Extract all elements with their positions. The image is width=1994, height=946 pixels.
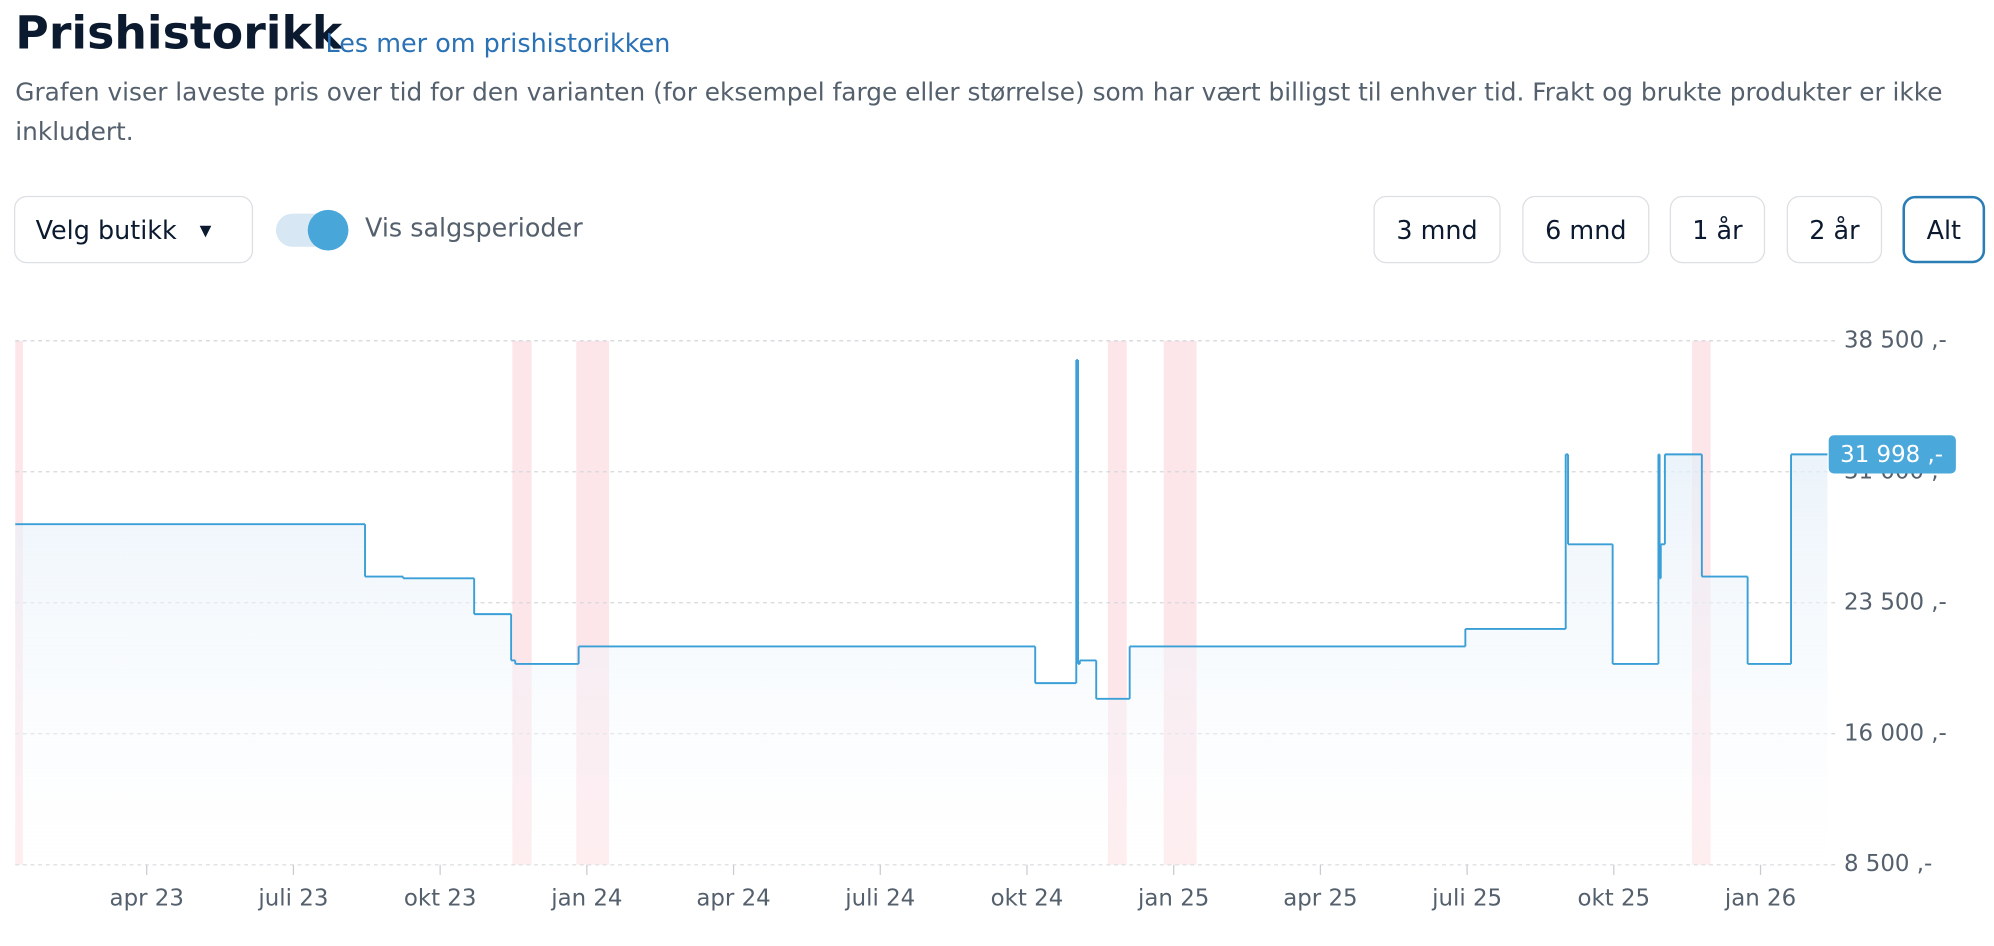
x-tick-label: jan 26	[1724, 886, 1796, 912]
range-button[interactable]: Alt	[1902, 195, 1986, 264]
range-button[interactable]: 3 mnd	[1373, 195, 1501, 264]
x-tick-label: juli 25	[1431, 886, 1502, 912]
toggle-label: Vis salgsperioder	[364, 212, 583, 243]
range-button[interactable]: 2 år	[1786, 195, 1883, 264]
caret: ▼	[199, 220, 212, 239]
description: Grafen viser laveste pris over tid for d…	[15, 77, 1943, 147]
y-tick-label: 16 000 ,-	[1844, 720, 1947, 746]
x-tick-label: juli 23	[257, 886, 328, 912]
price-badge	[1828, 435, 1956, 474]
x-tick-label: okt 25	[1578, 886, 1651, 912]
x-tick-label: juli 24	[844, 886, 915, 912]
store-select-label: Velg butikk	[35, 214, 177, 245]
price-label: 31 998 ,-	[1840, 442, 1943, 468]
y-tick-label: 38 500 ,-	[1844, 327, 1947, 353]
x-tick-label: okt 23	[404, 886, 477, 912]
x-tick-label: apr 23	[110, 886, 184, 912]
x-tick-label: jan 24	[550, 886, 622, 912]
range-button[interactable]: 6 mnd	[1522, 195, 1650, 264]
title: Prishistorikk	[15, 7, 343, 60]
range-button[interactable]: 1 år	[1669, 195, 1766, 264]
x-tick-label: apr 24	[696, 886, 770, 912]
toggle-knob[interactable]	[307, 209, 349, 251]
x-tick-label: jan 25	[1137, 886, 1209, 912]
y-tick-label: 23 500 ,-	[1844, 589, 1947, 615]
store-select[interactable]: Velg butikk ▼	[13, 195, 254, 264]
read-more-link[interactable]: Les mer om prishistorikken	[325, 27, 671, 59]
area-fill	[15, 360, 1828, 865]
y-tick-label: 8 500 ,-	[1844, 851, 1932, 877]
x-tick-label: apr 25	[1283, 886, 1357, 912]
x-tick-label: okt 24	[991, 886, 1064, 912]
